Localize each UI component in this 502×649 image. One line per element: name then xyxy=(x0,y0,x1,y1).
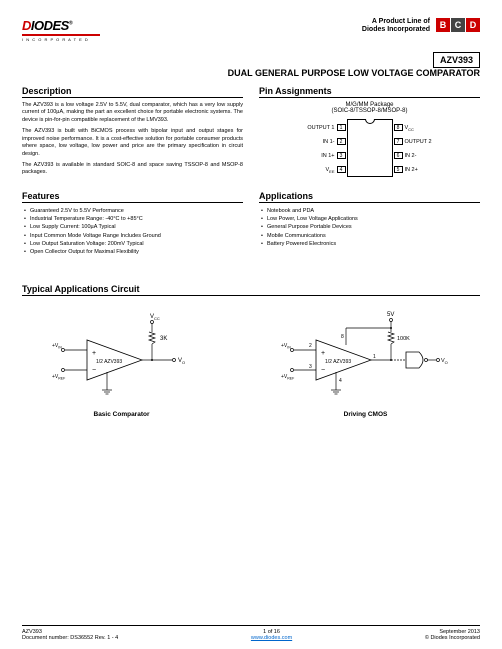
applications-list: Notebook and PDALow Power, Low Voltage A… xyxy=(259,207,480,248)
chip-pin-label: IN 2+ xyxy=(405,167,445,173)
features-heading: Features xyxy=(22,191,243,203)
circuit-driving-cmos: 5V 8 100K VO xyxy=(281,310,451,418)
typical-heading: Typical Applications Circuit xyxy=(22,284,480,296)
chip-pin-label: VEE xyxy=(295,167,335,174)
svg-text:−: − xyxy=(321,367,325,374)
svg-text:VCC: VCC xyxy=(150,314,160,321)
page-title: DUAL GENERAL PURPOSE LOW VOLTAGE COMPARA… xyxy=(22,68,480,78)
chip-pin-label: OUTPUT 2 xyxy=(405,139,445,145)
svg-text:+VIN: +VIN xyxy=(281,343,291,350)
diodes-logo: DDIODESIODES® I N C O R P O R A T E D xyxy=(22,18,100,42)
chip-pin: 7 xyxy=(394,138,403,145)
circuit-basic-comparator: VCC 3K VO + − 1/2 AZV393 xyxy=(52,310,192,418)
description-p1: The AZV393 is a low voltage 2.5V to 5.5V… xyxy=(22,102,243,124)
feature-item: Guaranteed 2.5V to 5.5V Performance xyxy=(22,207,243,215)
page-footer: AZV393 Document number: DS36552 Rev. 1 -… xyxy=(22,625,480,641)
feature-item: Open Collector Output for Maximal Flexib… xyxy=(22,248,243,256)
svg-text:1/2 AZV393: 1/2 AZV393 xyxy=(325,359,351,365)
application-item: Low Power, Low Voltage Applications xyxy=(259,215,480,223)
svg-text:100K: 100K xyxy=(397,336,410,342)
svg-text:VO: VO xyxy=(441,358,448,365)
bcd-logo: B C D xyxy=(436,18,480,32)
svg-text:+: + xyxy=(92,350,96,357)
chip-diagram: 1OUTPUT 12IN 1-3IN 1+4VEE8VCC7OUTPUT 26I… xyxy=(347,119,393,177)
feature-item: Input Common Mode Voltage Range Includes… xyxy=(22,232,243,240)
part-number-box: AZV393 xyxy=(433,52,480,68)
feature-item: Low Output Saturation Voltage: 200mV Typ… xyxy=(22,240,243,248)
svg-text:1/2 AZV393: 1/2 AZV393 xyxy=(96,359,122,365)
pin-assignments-heading: Pin Assignments xyxy=(259,86,480,98)
chip-pin-label: IN 1- xyxy=(295,139,335,145)
svg-text:2: 2 xyxy=(309,343,312,349)
chip-pin-label: IN 2- xyxy=(405,153,445,159)
chip-pin: 4 xyxy=(337,166,346,173)
svg-text:3K: 3K xyxy=(160,336,167,342)
svg-text:8: 8 xyxy=(341,334,344,340)
application-item: General Purpose Portable Devices xyxy=(259,223,480,231)
description-p3: The AZV393 is available in standard SOIC… xyxy=(22,162,243,177)
svg-text:5V: 5V xyxy=(387,312,394,318)
svg-text:+VIN: +VIN xyxy=(52,343,62,350)
chip-pin: 1 xyxy=(337,124,346,131)
svg-text:+: + xyxy=(321,350,325,357)
description-p2: The AZV393 is built with BiCMOS process … xyxy=(22,128,243,158)
chip-pin: 5 xyxy=(394,166,403,173)
svg-text:+VREF: +VREF xyxy=(281,374,294,381)
chip-pin: 6 xyxy=(394,152,403,159)
features-list: Guaranteed 2.5V to 5.5V PerformanceIndus… xyxy=(22,207,243,257)
svg-text:+VREF: +VREF xyxy=(52,374,65,381)
applications-heading: Applications xyxy=(259,191,480,203)
chip-pin-label: VCC xyxy=(405,125,445,132)
svg-text:−: − xyxy=(92,367,96,374)
application-item: Notebook and PDA xyxy=(259,207,480,215)
svg-text:VO: VO xyxy=(178,358,185,365)
description-heading: Description xyxy=(22,86,243,98)
feature-item: Industrial Temperature Range: -40°C to +… xyxy=(22,215,243,223)
svg-text:1: 1 xyxy=(373,354,376,360)
product-line-text: A Product Line of Diodes Incorporated xyxy=(362,18,430,35)
feature-item: Low Supply Current: 100µA Typical xyxy=(22,223,243,231)
chip-pin-label: IN 1+ xyxy=(295,153,335,159)
application-item: Battery Powered Electronics xyxy=(259,240,480,248)
chip-pin: 8 xyxy=(394,124,403,131)
svg-text:3: 3 xyxy=(309,364,312,370)
chip-pin: 3 xyxy=(337,152,346,159)
svg-text:4: 4 xyxy=(339,378,342,384)
chip-pin: 2 xyxy=(337,138,346,145)
package-label: M/G/MM Package (SOIC-8/TSSOP-8/MSOP-8) xyxy=(259,102,480,114)
application-item: Mobile Communications xyxy=(259,232,480,240)
chip-pin-label: OUTPUT 1 xyxy=(295,125,335,131)
